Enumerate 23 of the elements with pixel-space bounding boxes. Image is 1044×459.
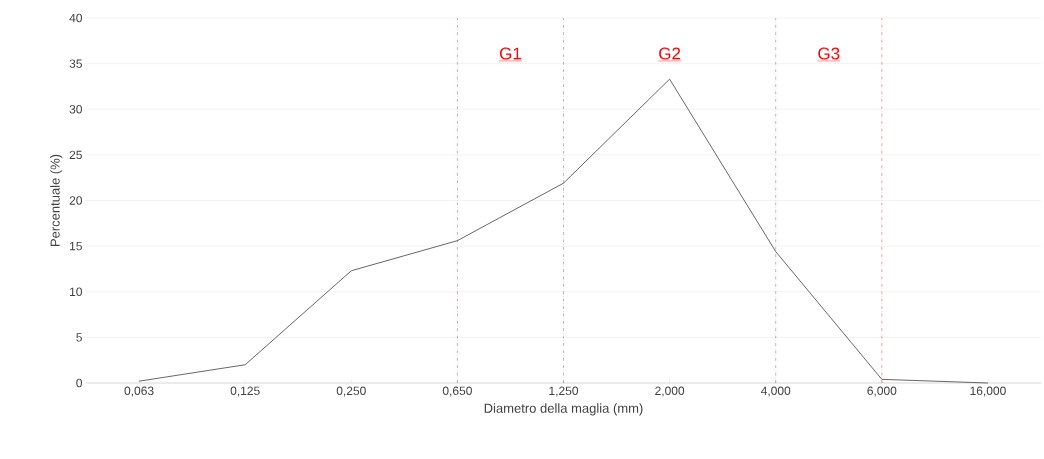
annotation: G3 <box>818 47 840 60</box>
y-tick-label: 35 <box>69 59 82 68</box>
x-tick-label: 0,063 <box>124 386 154 397</box>
x-tick-label: 16,000 <box>970 386 1006 397</box>
y-tick-label: 15 <box>70 241 82 251</box>
x-axis-title: Diametro della maglia (mm) <box>484 403 643 416</box>
x-tick-label: 1,250 <box>549 386 579 397</box>
y-tick-label: 20 <box>69 196 83 205</box>
y-tick-label: 40 <box>69 13 83 23</box>
annotation: G2 <box>659 47 681 60</box>
y-tick-label: 0 <box>76 378 83 388</box>
x-tick-label: 6,000 <box>867 386 897 397</box>
y-tick-label: 5 <box>76 333 82 342</box>
x-tick-label: 2,000 <box>655 386 685 397</box>
y-tick-label: 10 <box>70 287 83 296</box>
y-tick-label: 30 <box>69 105 83 114</box>
x-tick-label: 4,000 <box>760 386 791 397</box>
annotation: G1 <box>499 47 521 60</box>
x-tick-label: 0,125 <box>230 386 260 397</box>
y-tick-label: 25 <box>69 150 82 160</box>
x-tick-label: 0,250 <box>336 386 366 397</box>
x-tick-label: 0,650 <box>442 386 472 397</box>
y-axis-title: Percentuale (%) <box>50 154 63 247</box>
